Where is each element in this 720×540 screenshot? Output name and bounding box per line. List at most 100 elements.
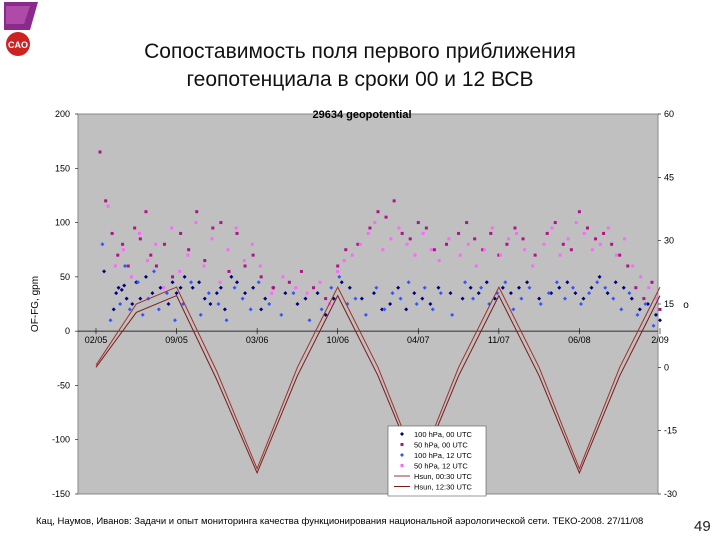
data-point: [267, 302, 272, 306]
chart-title: 29634 geopotential: [312, 109, 411, 121]
data-point: [398, 296, 403, 301]
data-point: [574, 221, 578, 225]
data-point: [202, 264, 206, 268]
data-point: [102, 269, 107, 274]
data-point: [337, 274, 342, 279]
data-point: [655, 297, 659, 301]
data-point: [279, 312, 284, 317]
data-point: [203, 259, 207, 263]
logo-text: CAO: [8, 40, 28, 50]
data-point: [122, 283, 127, 288]
data-point: [116, 253, 120, 257]
data-point: [138, 231, 142, 235]
data-point: [232, 285, 237, 290]
x-tick-label: 03/06: [246, 335, 269, 345]
data-point: [216, 302, 221, 306]
data-point: [577, 210, 581, 214]
data-point: [557, 285, 562, 290]
data-point: [505, 242, 509, 246]
data-point: [579, 302, 584, 306]
data-point: [143, 274, 148, 279]
y2-tick-label: 60: [664, 109, 674, 119]
data-point: [170, 280, 175, 285]
data-point: [353, 296, 358, 301]
data-point: [635, 312, 640, 317]
data-point: [482, 248, 486, 252]
y2-tick-label: 45: [664, 172, 674, 182]
data-point: [637, 307, 642, 312]
data-point: [421, 231, 425, 235]
y-tick-label: -50: [57, 380, 70, 390]
data-point: [432, 248, 436, 252]
y-tick-label: 0: [65, 326, 70, 336]
data-point: [549, 291, 554, 296]
page-number: 49: [694, 518, 711, 535]
data-point: [503, 280, 508, 285]
data-point: [519, 296, 524, 301]
data-point: [324, 297, 328, 301]
data-point: [350, 253, 354, 257]
data-point: [210, 237, 214, 241]
data-point: [222, 307, 227, 312]
slide-title: Сопоставимость поля первого приближения …: [60, 38, 660, 94]
data-point: [538, 302, 543, 306]
data-point: [162, 286, 166, 290]
data-point: [256, 280, 261, 285]
data-point: [639, 275, 643, 279]
data-point: [500, 285, 505, 290]
data-point: [98, 150, 102, 154]
data-point: [565, 280, 570, 285]
data-point: [476, 291, 481, 296]
data-point: [234, 226, 238, 230]
data-point: [329, 285, 334, 290]
data-point: [546, 291, 551, 296]
data-point: [513, 226, 517, 230]
data-point: [484, 280, 489, 285]
data-point: [116, 285, 121, 290]
x-tick-label: 11/07: [488, 335, 510, 345]
data-point: [618, 253, 622, 257]
data-point: [363, 312, 368, 317]
data-point: [658, 318, 662, 323]
data-point: [178, 285, 183, 290]
data-point: [318, 280, 322, 284]
data-point: [307, 318, 312, 323]
data-point: [226, 248, 230, 252]
data-point: [270, 291, 274, 295]
data-point: [595, 280, 600, 285]
data-point: [295, 302, 300, 306]
data-point: [498, 253, 502, 257]
data-point: [344, 248, 348, 252]
data-point: [219, 221, 223, 225]
data-point: [259, 275, 263, 279]
data-point: [123, 264, 128, 268]
data-point: [650, 280, 654, 284]
cao-logo: CAO: [0, 0, 44, 58]
legend-marker: [400, 443, 404, 446]
data-point: [465, 221, 469, 225]
data-point: [481, 248, 485, 252]
data-point: [299, 269, 303, 273]
legend-label: 50 hPa, 12 UTC: [414, 462, 468, 471]
data-point: [471, 296, 476, 301]
data-point: [515, 231, 519, 235]
data-point: [479, 285, 484, 290]
data-point: [129, 275, 133, 279]
data-point: [460, 296, 465, 301]
data-point: [629, 296, 634, 301]
y-tick-label: 100: [55, 218, 70, 228]
y-tick-label: 150: [55, 163, 70, 173]
data-point: [645, 302, 650, 306]
data-point: [291, 291, 296, 296]
data-point: [178, 269, 182, 273]
legend-label: 50 hPa, 00 UTC: [414, 441, 468, 450]
data-point: [537, 296, 542, 301]
data-point: [287, 280, 291, 284]
data-point: [189, 280, 194, 285]
data-point: [396, 285, 401, 290]
data-point: [208, 302, 213, 306]
data-point: [182, 274, 187, 279]
data-point: [589, 285, 594, 290]
